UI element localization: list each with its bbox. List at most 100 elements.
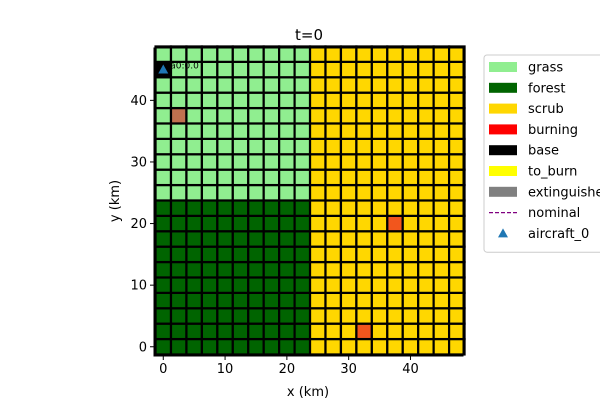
forest-cell (278, 276, 296, 294)
scrub-cell (339, 76, 358, 94)
grass-cell (185, 153, 203, 171)
scrub-cell (417, 168, 435, 187)
forest-cell (154, 230, 173, 248)
scrub-cell (447, 276, 466, 294)
grass-cell (262, 168, 281, 187)
grass-cell (278, 91, 296, 110)
scrub-cell (386, 199, 404, 217)
forest-cell (247, 260, 265, 279)
scrub-cell (417, 137, 435, 156)
scrub-cell (386, 168, 404, 187)
grass-cell (200, 183, 219, 202)
scrub-cell (370, 137, 389, 156)
grass-cell (278, 60, 296, 79)
forest-cell (231, 199, 250, 217)
scrub-cell (355, 76, 373, 94)
forest-cell (200, 291, 219, 310)
scrub-cell (308, 76, 327, 94)
scrub-cell (386, 276, 404, 294)
forest-cell (154, 307, 173, 325)
scrub-cell (339, 91, 358, 110)
forest-cell (154, 199, 173, 217)
grass-cell (200, 122, 219, 140)
grass-cell (293, 137, 312, 156)
forest-cell (231, 276, 250, 294)
scrub-cell (447, 230, 466, 248)
legend-swatch (489, 62, 517, 72)
grass-cell (169, 122, 188, 140)
grass-cell (293, 45, 312, 63)
scrub-cell (355, 307, 373, 325)
scrub-cell (355, 153, 373, 171)
scrub-cell (308, 307, 327, 325)
scrub-cell (417, 307, 435, 325)
scrub-cell (339, 260, 358, 279)
forest-cell (278, 260, 296, 279)
scrub-cell (339, 230, 358, 248)
scrub-cell (386, 91, 404, 110)
scrub-cell (370, 307, 389, 325)
aircraft-annotation: a0:0.0 (170, 62, 199, 72)
scrub-cell (339, 106, 358, 125)
chart-title: t=0 (295, 26, 323, 44)
forest-cell (231, 322, 250, 341)
scrub-cell (324, 322, 343, 341)
scrub-cell (370, 106, 389, 125)
grass-cell (231, 76, 250, 94)
forest-cell (262, 214, 281, 233)
legend-swatch (489, 145, 517, 156)
grass-cell (278, 183, 296, 202)
forest-cell (216, 291, 234, 310)
grass-cell (200, 168, 219, 187)
scrub-cell (386, 260, 404, 279)
legend-swatch (489, 166, 517, 176)
scrub-cell (339, 45, 358, 63)
forest-cell (200, 307, 219, 325)
grass-cell (185, 168, 203, 187)
scrub-cell (324, 230, 343, 248)
scrub-cell (308, 60, 327, 79)
scrub-cell (370, 76, 389, 94)
grass-cell (200, 91, 219, 110)
grass-cell (185, 76, 203, 94)
grass-cell (231, 122, 250, 140)
legend-swatch (489, 82, 517, 93)
forest-cell (262, 291, 281, 310)
scrub-cell (308, 230, 327, 248)
scrub-cell (324, 60, 343, 79)
y-tick-label: 10 (130, 279, 147, 294)
scrub-cell (401, 106, 420, 125)
scrub-cell (432, 45, 451, 63)
scrub-cell (447, 260, 466, 279)
forest-cell (154, 260, 173, 279)
forest-cell (293, 337, 312, 356)
grass-cell (169, 45, 188, 63)
grass-cell (185, 137, 203, 156)
scrub-cell (417, 153, 435, 171)
scrub-cell (308, 322, 327, 341)
forest-cell (169, 245, 188, 264)
scrub-cell (447, 322, 466, 341)
scrub-cell (432, 230, 451, 248)
scrub-cell (370, 291, 389, 310)
scrub-cell (401, 45, 420, 63)
scrub-cell (432, 291, 451, 310)
scrub-cell (339, 322, 358, 341)
scrub-cell (370, 260, 389, 279)
scrub-cell (339, 183, 358, 202)
grass-cell (278, 45, 296, 63)
scrub-cell (401, 245, 420, 264)
marks-layer: a0:0.0 (158, 62, 199, 74)
scrub-cell (355, 245, 373, 264)
forest-cell (247, 245, 265, 264)
scrub-cell (324, 214, 343, 233)
forest-cell (293, 230, 312, 248)
forest-cell (262, 260, 281, 279)
scrub-cell (417, 291, 435, 310)
forest-cell (216, 322, 234, 341)
forest-cell (200, 199, 219, 217)
forest-cell (169, 230, 188, 248)
scrub-cell (432, 337, 451, 356)
scrub-cell (324, 276, 343, 294)
